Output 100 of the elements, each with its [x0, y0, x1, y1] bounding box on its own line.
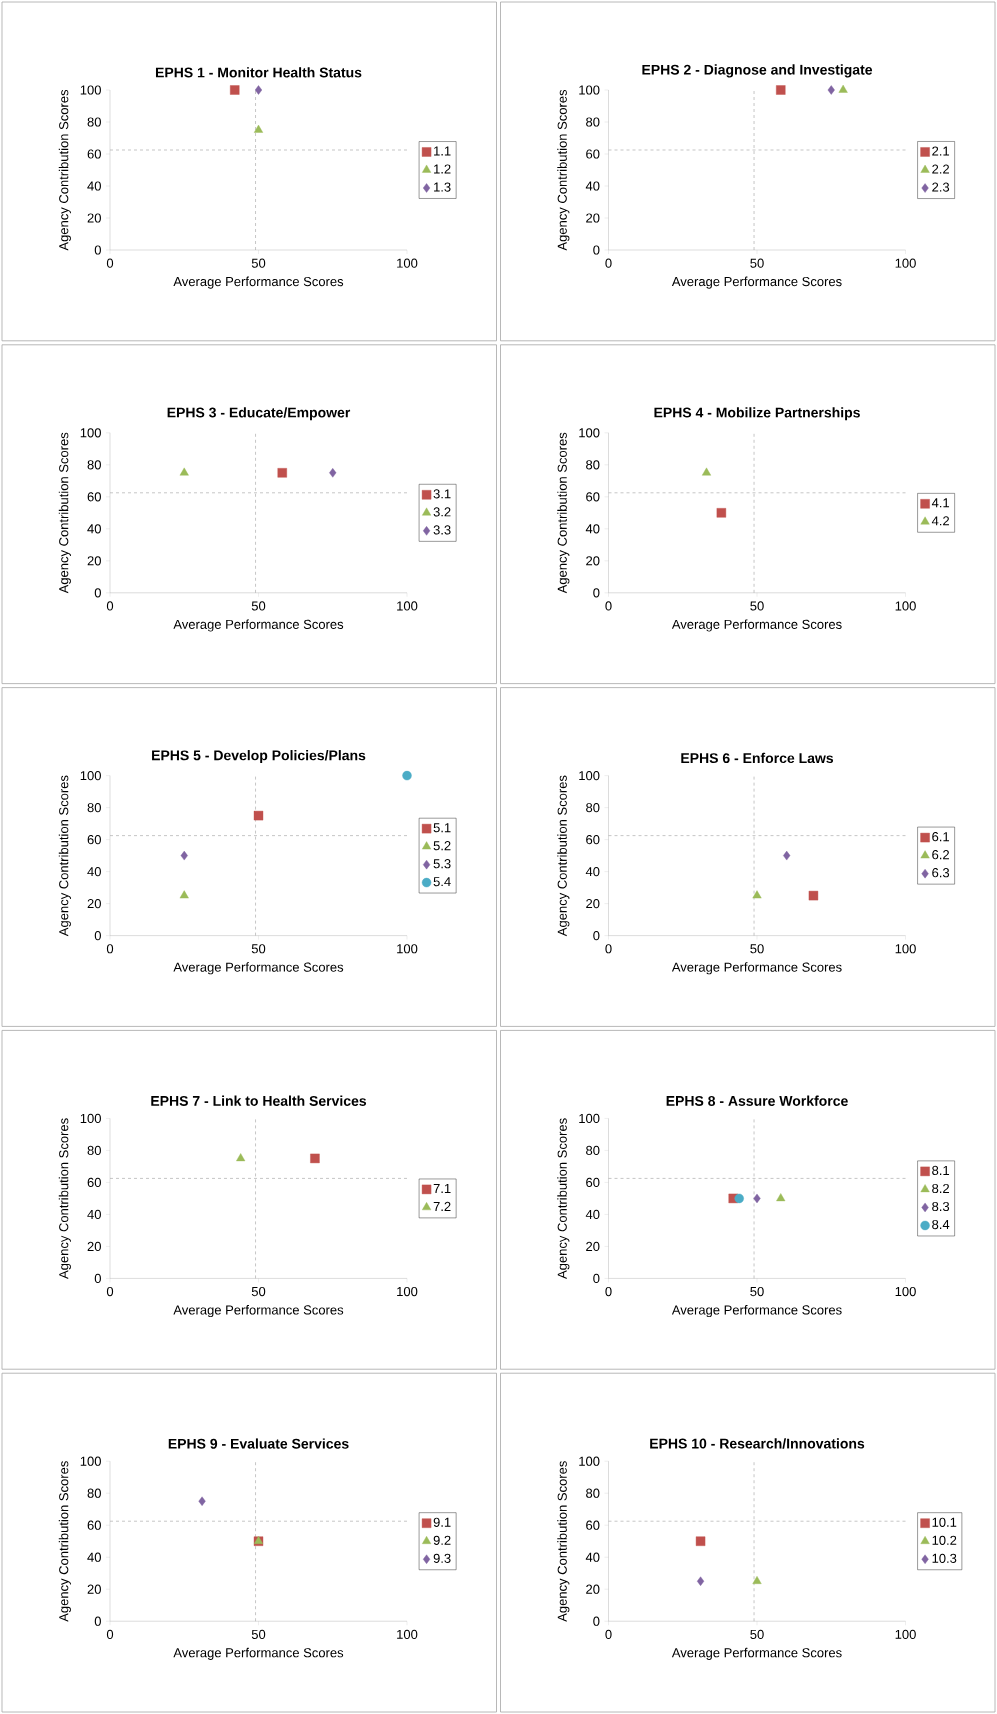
y-tick-label: 0	[94, 588, 101, 598]
x-tick-label: 0	[605, 1286, 612, 1297]
x-tick-label: 100	[895, 1286, 916, 1297]
legend-label: 2.1	[932, 146, 950, 156]
y-tick-label: 20	[586, 1584, 600, 1594]
legend-label: 8.3	[932, 1201, 950, 1212]
legend-label: 9.1	[433, 1517, 451, 1527]
legend-label: 10.3	[932, 1553, 957, 1563]
y-tick-label: 40	[87, 1552, 101, 1562]
y-tick-label: 80	[87, 803, 101, 813]
x-axis-title: Average Performance Scores	[671, 962, 842, 975]
x-tick-label: 50	[750, 1286, 764, 1297]
y-tick-label: 0	[94, 1616, 101, 1626]
y-tick-label: 100	[80, 428, 101, 438]
x-tick-label: 0	[106, 1629, 114, 1639]
x-tick-label: 50	[251, 1629, 266, 1639]
y-axis-title: Agency Contribution Scores	[557, 1118, 570, 1279]
y-tick-label: 100	[579, 428, 600, 438]
y-tick-label: 80	[586, 803, 600, 813]
x-tick-label: 0	[106, 258, 114, 268]
x-tick-label: 50	[251, 601, 266, 611]
x-axis-title: Average Performance Scores	[671, 1305, 842, 1318]
x-axis-title: Average Performance Scores	[671, 276, 842, 289]
y-tick-label: 60	[87, 1520, 101, 1530]
legend-label: 10.2	[932, 1535, 957, 1545]
y-tick-label: 100	[579, 85, 600, 95]
y-tick-label: 100	[80, 1456, 101, 1466]
legend-label: 5.4	[433, 877, 451, 887]
y-tick-label: 0	[593, 588, 600, 598]
y-tick-label: 80	[586, 117, 600, 127]
y-tick-label: 100	[80, 85, 101, 95]
y-tick-label: 100	[579, 1113, 600, 1124]
x-axis-title: Average Performance Scores	[173, 276, 344, 289]
y-tick-label: 40	[585, 181, 600, 191]
y-tick-label: 100	[80, 771, 101, 781]
y-tick-label: 60	[87, 492, 101, 502]
y-tick-label: 100	[579, 1456, 600, 1466]
y-tick-label: 20	[586, 213, 600, 223]
y-tick-label: 60	[87, 149, 101, 159]
x-axis-title: Average Performance Scores	[173, 1305, 344, 1318]
y-tick-label: 60	[87, 1177, 101, 1188]
x-axis-title: Average Performance Scores	[173, 1647, 344, 1660]
y-tick-label: 0	[593, 1616, 600, 1626]
y-tick-label: 80	[87, 460, 101, 470]
y-tick-label: 0	[94, 245, 101, 255]
y-tick-label: 60	[586, 149, 600, 159]
x-tick-label: 100	[895, 601, 916, 611]
y-tick-label: 80	[87, 117, 101, 127]
y-tick-label: 20	[586, 556, 600, 566]
x-tick-label: 50	[251, 258, 266, 268]
legend-label: 5.2	[433, 841, 451, 851]
y-tick-label: 80	[586, 1145, 600, 1156]
y-tick-label: 20	[87, 556, 101, 566]
legend-label: 3.3	[433, 525, 451, 535]
y-tick-label: 20	[586, 899, 600, 909]
legend-label: 7.2	[433, 1201, 451, 1211]
x-tick-label: 0	[106, 1286, 114, 1297]
x-tick-label: 100	[397, 601, 418, 611]
x-tick-label: 50	[750, 601, 764, 611]
y-tick-label: 0	[94, 1273, 101, 1284]
y-tick-label: 60	[87, 835, 101, 845]
x-tick-label: 0	[106, 601, 114, 611]
legend-label: 6.2	[932, 850, 949, 860]
legend-label: 9.3	[433, 1553, 451, 1563]
x-tick-label: 100	[397, 258, 418, 268]
y-tick-label: 20	[87, 213, 101, 223]
y-tick-label: 40	[585, 867, 600, 877]
x-axis-title: Average Performance Scores	[173, 619, 344, 632]
chart-title: EPHS 2 - Diagnose and Investigate	[642, 64, 873, 78]
legend-label: 9.2	[433, 1535, 451, 1545]
y-tick-label: 0	[593, 1273, 600, 1284]
y-axis-title: Agency Contribution Scores	[58, 775, 71, 937]
y-axis-title: Agency Contribution Scores	[557, 775, 570, 937]
y-tick-label: 0	[593, 931, 600, 941]
legend-label: 1.1	[434, 146, 451, 156]
chart-title: EPHS 5 - Develop Policies/Plans	[152, 750, 366, 764]
chart-title: EPHS 3 - Educate/Empower	[167, 407, 351, 421]
x-axis-title: Average Performance Scores	[173, 962, 344, 975]
legend-label: 3.2	[433, 507, 451, 517]
y-tick-label: 80	[87, 1145, 101, 1156]
y-axis-title: Agency Contribution Scores	[58, 432, 71, 594]
y-tick-label: 20	[586, 1241, 600, 1252]
chart-title: EPHS 9 - Evaluate Services	[168, 1438, 349, 1449]
y-tick-label: 60	[586, 835, 600, 845]
legend-label: 7.1	[433, 1183, 451, 1193]
x-tick-label: 100	[895, 258, 916, 268]
x-tick-label: 50	[251, 944, 266, 954]
legend-label: 6.3	[932, 868, 950, 878]
y-axis-title: Agency Contribution Scores	[58, 1118, 71, 1279]
x-axis-title: Average Performance Scores	[671, 1647, 842, 1660]
y-tick-label: 20	[87, 1584, 101, 1594]
chart-title: EPHS 4 - Mobilize Partnerships	[654, 407, 860, 421]
legend-label: 8.2	[932, 1183, 949, 1194]
x-tick-label: 0	[605, 1629, 612, 1639]
legend-label: 8.1	[932, 1165, 950, 1176]
legend-label: 6.1	[932, 832, 950, 842]
x-tick-label: 50	[251, 1286, 266, 1297]
x-tick-label: 100	[895, 1629, 916, 1639]
legend-label: 4.2	[931, 516, 949, 526]
x-axis-title: Average Performance Scores	[671, 619, 842, 632]
